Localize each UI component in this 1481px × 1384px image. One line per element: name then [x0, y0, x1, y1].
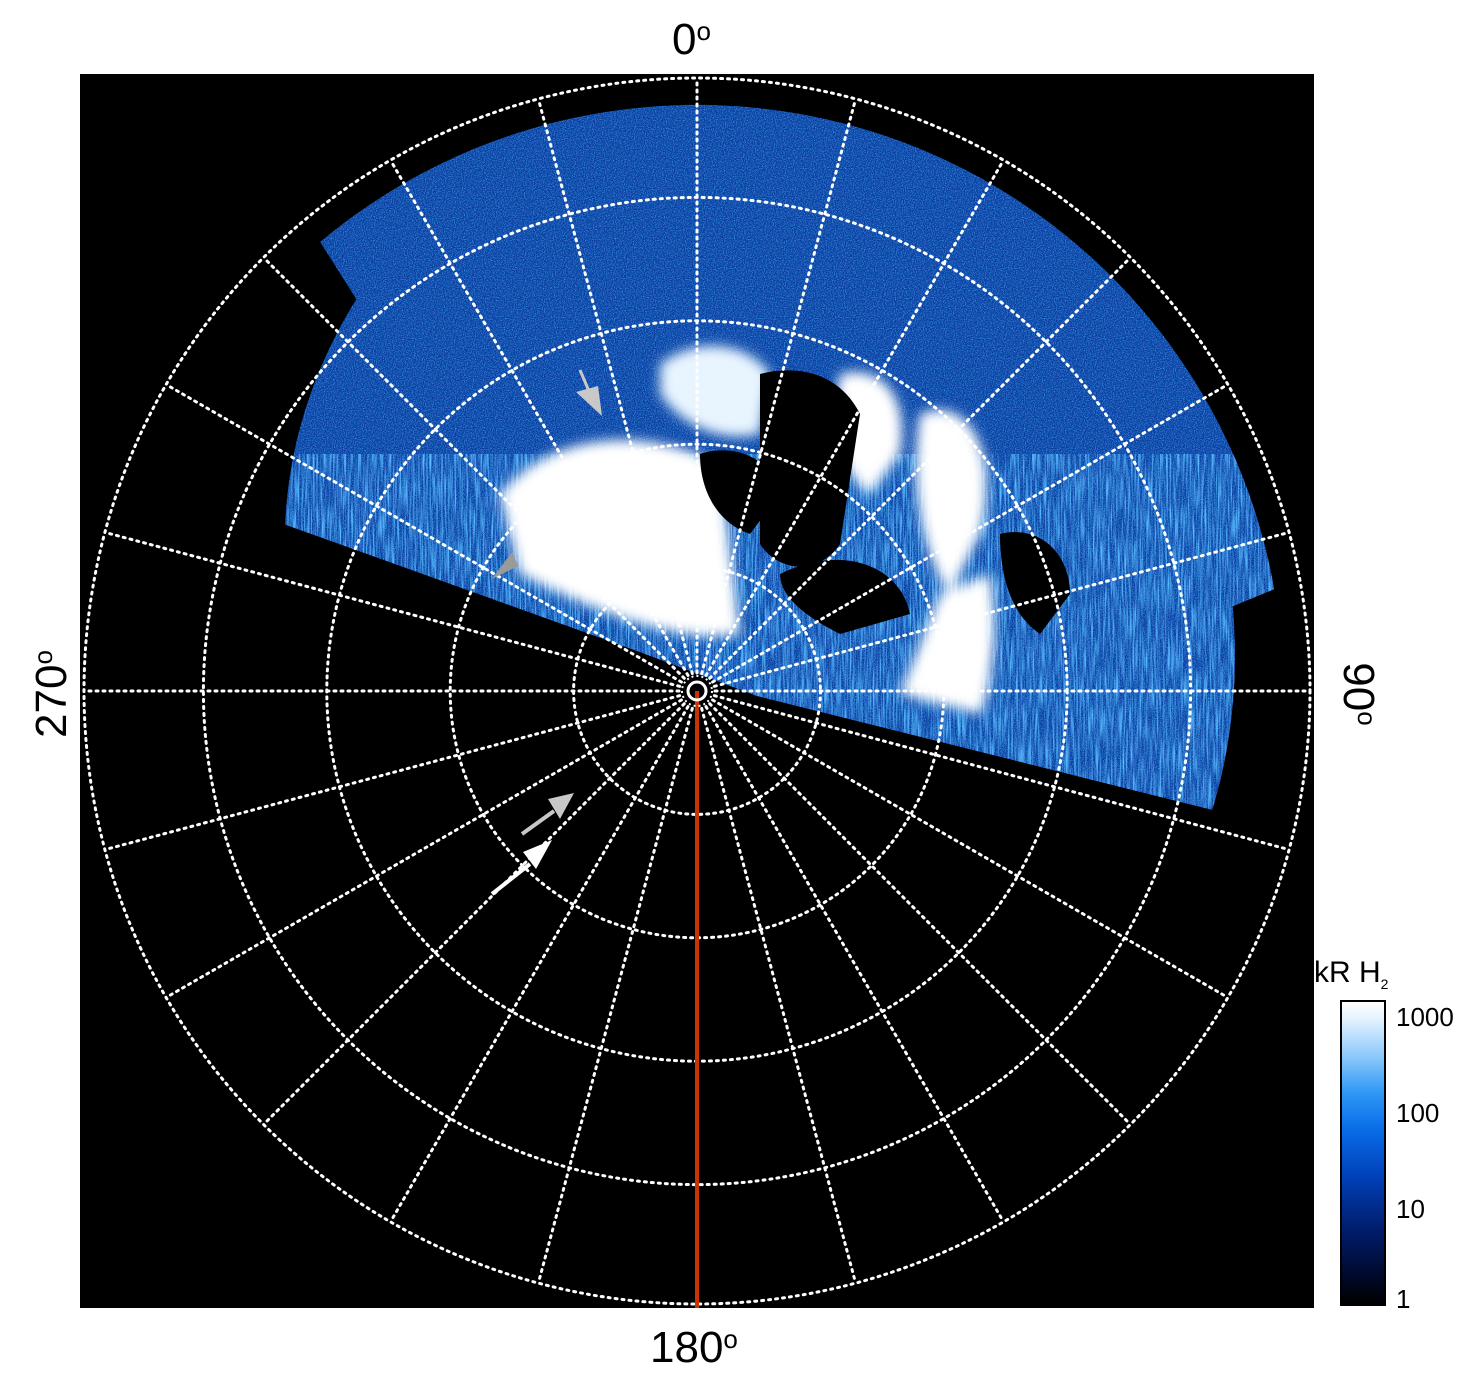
arrow-white-lower — [490, 840, 552, 896]
polar-projection-image — [80, 74, 1314, 1308]
colorbar-tick-10: 10 — [1396, 1194, 1425, 1224]
grid-spoke — [164, 698, 683, 999]
degree-symbol: o — [696, 16, 711, 46]
grid-spoke — [712, 530, 1291, 688]
dark-gaps — [700, 370, 1070, 634]
axis-label-right: 90o — [1334, 634, 1383, 754]
polar-grid — [82, 76, 1312, 1306]
grid-spoke — [262, 256, 686, 680]
grid-spoke — [389, 705, 690, 1224]
degree-symbol: o — [723, 1324, 738, 1354]
grid-spoke — [164, 383, 683, 684]
axis-label-bottom: 180o — [650, 1326, 738, 1370]
colorbar — [1340, 1000, 1386, 1306]
grid-spoke — [389, 158, 690, 677]
axis-label-right-value: 90 — [1334, 662, 1383, 712]
arrow-grey-upper — [576, 369, 602, 416]
arrow-grey-lower — [520, 793, 574, 836]
arrow-grey-left — [492, 552, 518, 579]
colorbar-tick-100: 100 — [1396, 1098, 1440, 1128]
axis-label-top-value: 0 — [672, 15, 697, 64]
degree-symbol: o — [1352, 711, 1382, 726]
grid-spoke — [262, 702, 686, 1126]
grid-spoke — [103, 694, 682, 852]
grid-ring — [82, 76, 1312, 1306]
grid-spoke — [711, 383, 1230, 684]
grid-spoke — [700, 97, 858, 676]
axis-label-top: 0o — [672, 18, 711, 62]
colorbar-title-subscript: 2 — [1380, 976, 1389, 992]
axis-label-bottom-value: 180 — [650, 1323, 724, 1372]
pole-marker — [681, 675, 713, 707]
axis-label-left-value: 270 — [27, 664, 76, 738]
grid-spoke — [708, 702, 1132, 1126]
grid-spoke — [700, 706, 858, 1285]
grid-spoke — [708, 256, 1132, 680]
grid-spoke — [103, 530, 682, 688]
grid-spoke — [704, 705, 1005, 1224]
grid-spoke — [704, 158, 1005, 677]
annotation-arrows — [490, 369, 602, 896]
colorbar-tick-1000: 1000 — [1396, 1002, 1454, 1032]
pole-ring-inner — [686, 680, 708, 702]
axis-label-left: 270o — [27, 634, 76, 754]
polar-plot-svg — [82, 76, 1312, 1308]
colorbar-title: kR H2 — [1314, 956, 1388, 992]
grid-spoke — [536, 706, 694, 1285]
degree-symbol: o — [28, 650, 58, 665]
grid-spoke — [711, 698, 1230, 999]
grid-spoke — [536, 97, 694, 676]
colorbar-tick-1: 1 — [1396, 1284, 1411, 1314]
pole-ring-outer — [681, 675, 713, 707]
colorbar-title-main: kR H — [1314, 956, 1381, 989]
grid-spoke — [712, 694, 1291, 852]
